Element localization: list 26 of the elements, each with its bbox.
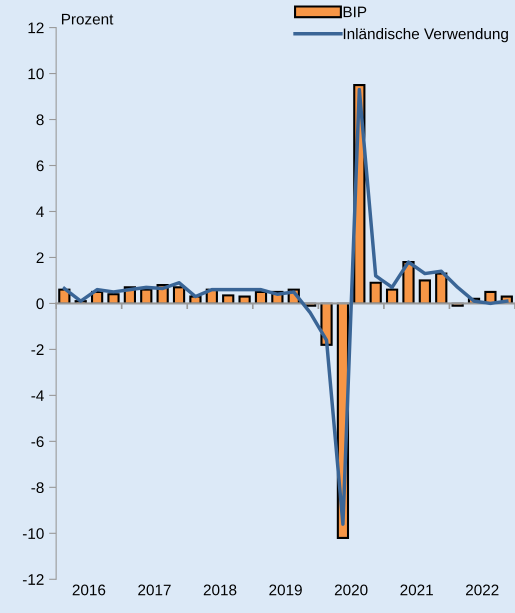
x-tick-label: 2020 [334,584,368,596]
y-axis-title: Prozent [62,14,114,25]
x-tick-label: 2021 [400,584,433,596]
y-tick-label: -6 [31,436,44,448]
x-tick-label: 2022 [466,584,498,596]
y-tick-label: 12 [28,22,44,34]
y-tick-label: 0 [36,298,44,310]
y-tick-label: -8 [31,482,44,494]
legend-label: BIP [344,6,366,18]
y-tick-label: 4 [36,206,44,218]
x-tick-label: 2017 [138,584,171,596]
y-tick-label: 10 [28,68,44,80]
y-tick-label: -12 [22,574,44,585]
bar [370,282,382,304]
y-tick-label: -4 [31,390,44,401]
legend-label: Inländische Verwendung [344,28,508,42]
x-tick-label: 2018 [204,584,236,596]
y-tick-label: 8 [36,114,44,126]
line-series [62,88,509,526]
y-tick-label: 2 [36,252,44,263]
bar [418,279,431,304]
x-tick-label: 2019 [269,584,302,596]
y-tick-label: -2 [31,344,44,355]
y-tick-label: 6 [36,160,44,172]
y-tick-label: -10 [22,528,44,539]
x-tick-label: 2016 [72,584,106,596]
